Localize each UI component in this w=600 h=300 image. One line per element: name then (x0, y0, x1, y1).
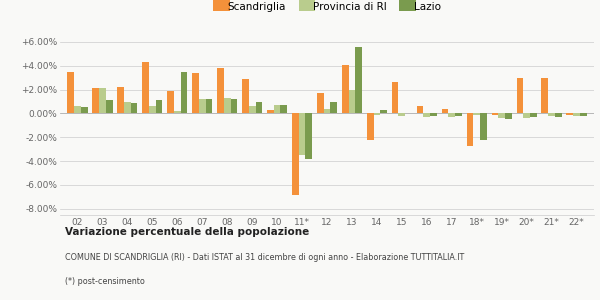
Bar (517, 78, 523, 113)
Bar (505, 113, 512, 119)
Bar (349, 90, 355, 113)
Bar (430, 113, 437, 116)
Bar (491, 113, 499, 115)
Bar (541, 78, 548, 113)
Bar (267, 110, 274, 113)
Bar (174, 111, 181, 113)
Bar (317, 93, 323, 113)
Bar (217, 68, 224, 113)
Bar (455, 113, 462, 116)
Bar (280, 105, 287, 113)
Bar (499, 113, 505, 118)
Bar (292, 113, 299, 194)
Bar (155, 100, 163, 113)
Bar (480, 113, 487, 140)
Bar (299, 113, 305, 155)
Bar (342, 64, 349, 113)
Bar (81, 107, 88, 113)
Bar (274, 105, 280, 113)
Bar (417, 106, 424, 113)
Bar (355, 47, 362, 113)
Bar (92, 88, 99, 113)
Bar (331, 101, 337, 113)
Bar (448, 113, 455, 117)
Bar (230, 99, 237, 113)
Bar (131, 103, 137, 113)
Bar (142, 62, 149, 113)
Bar (523, 113, 530, 118)
Bar (167, 91, 174, 113)
Bar (192, 73, 199, 113)
Bar (530, 113, 537, 117)
Bar (424, 113, 430, 117)
Bar (305, 113, 312, 159)
Bar (99, 88, 106, 113)
Bar (74, 106, 81, 113)
Text: Variazione percentuale della popolazione: Variazione percentuale della popolazione (65, 227, 310, 237)
Bar (224, 98, 230, 113)
Bar (181, 72, 187, 113)
Bar (548, 113, 555, 116)
Bar (106, 100, 113, 113)
Bar (380, 110, 387, 113)
Text: COMUNE DI SCANDRIGLIA (RI) - Dati ISTAT al 31 dicembre di ogni anno - Elaborazio: COMUNE DI SCANDRIGLIA (RI) - Dati ISTAT … (65, 253, 464, 262)
Bar (117, 87, 124, 113)
Bar (398, 113, 405, 116)
Bar (392, 82, 398, 113)
Bar (573, 113, 580, 116)
Bar (124, 101, 131, 113)
Bar (67, 72, 74, 113)
Bar (206, 99, 212, 113)
Bar (149, 106, 155, 113)
Bar (199, 99, 206, 113)
Legend: Scandriglia, Provincia di RI, Lazio: Scandriglia, Provincia di RI, Lazio (213, 2, 441, 12)
Bar (367, 113, 374, 140)
Bar (566, 113, 573, 115)
Bar (467, 113, 473, 146)
Bar (249, 106, 256, 113)
Bar (580, 113, 587, 116)
Text: (*) post-censimento: (*) post-censimento (65, 277, 145, 286)
Bar (473, 113, 480, 115)
Bar (374, 113, 380, 115)
Bar (555, 113, 562, 117)
Bar (242, 79, 249, 113)
Bar (442, 109, 448, 113)
Bar (256, 101, 262, 113)
Bar (323, 109, 331, 113)
